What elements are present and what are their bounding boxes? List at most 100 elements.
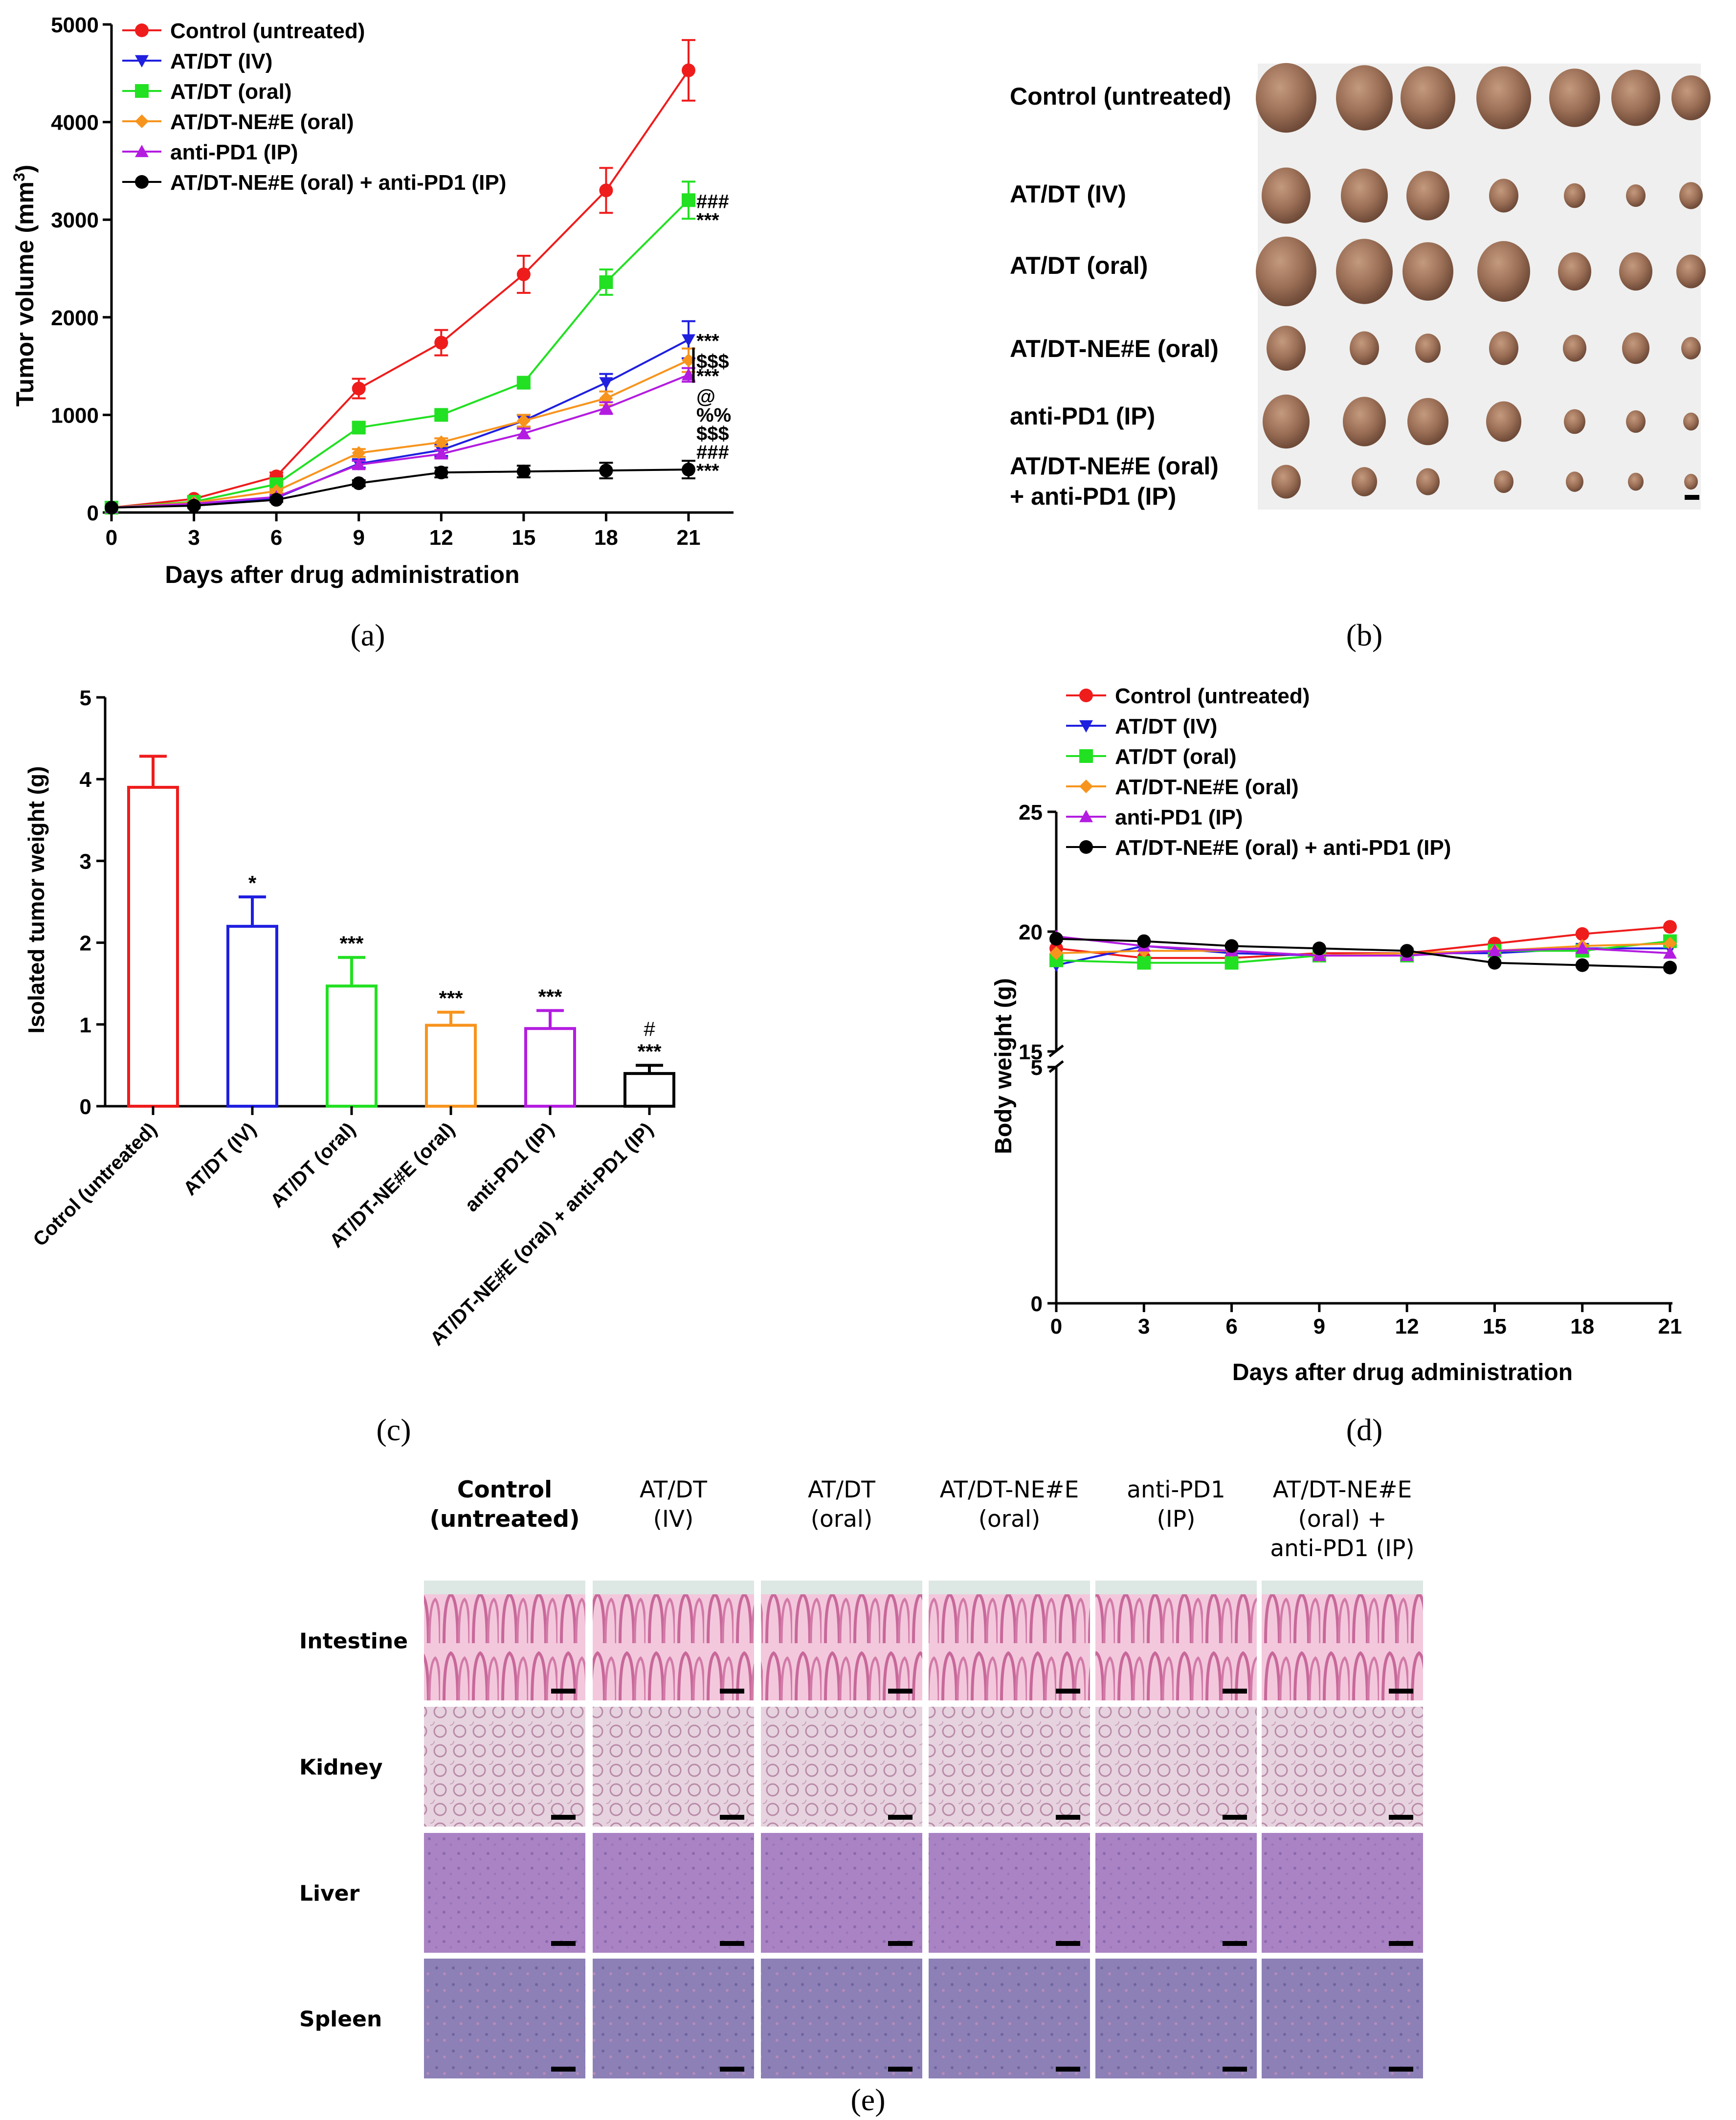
- significance-mark: ***: [696, 209, 719, 231]
- data-point: [1049, 932, 1063, 946]
- x-tick-label: 18: [594, 526, 618, 550]
- data-point: [352, 458, 366, 470]
- histology-lumen: [1262, 1581, 1423, 1594]
- histology-image: [1095, 1959, 1257, 2078]
- y-tick-label: 0: [80, 1095, 91, 1119]
- data-point: [599, 183, 613, 198]
- legend-label: AT/DT-NE#E (oral) + anti-PD1 (IP): [1115, 836, 1451, 860]
- photo-label-control: Control (untreated): [1010, 83, 1231, 110]
- chart-a-xlabel: Days after drug administration: [165, 561, 519, 588]
- data-point: [352, 446, 366, 460]
- tumor-photo-panel: Control (untreated) AT/DT (IV) AT/DT (or…: [1010, 63, 1711, 510]
- chart-d-axes: 15 20 25 0 5 0 3 6 9 12 15 18 21: [1019, 801, 1682, 1339]
- histology-row-label: Kidney: [299, 1755, 383, 1780]
- x-tick-label: 9: [353, 526, 364, 550]
- chart-a-series: [105, 39, 695, 515]
- data-point: [352, 381, 366, 396]
- chart-d-ylabel: Body weight (g): [991, 978, 1017, 1154]
- histology-image: [1262, 1959, 1423, 2078]
- photo-label-combo-line2: + anti-PD1 (IP): [1010, 483, 1176, 510]
- histology-image: [593, 1707, 754, 1827]
- data-point: [434, 447, 448, 460]
- data-point: [1575, 941, 1589, 954]
- significance-mark: ***: [339, 932, 364, 955]
- y-tick-label: 5: [1031, 1056, 1043, 1080]
- significance-mark: $$$: [696, 423, 729, 445]
- histology-image: [424, 1581, 585, 1700]
- legend-marker: [1079, 689, 1093, 702]
- bar: [425, 1024, 477, 1108]
- histology-scale-bar: [551, 1689, 576, 1694]
- significance-mark: $$$: [696, 351, 729, 373]
- histology-scale-bar: [1056, 1815, 1080, 1820]
- significance-mark: ***: [696, 366, 719, 387]
- histology-image: [761, 1959, 922, 2078]
- data-point: [187, 499, 201, 513]
- y-tick-label: 2: [80, 932, 91, 956]
- bar: [127, 785, 179, 1108]
- y-tick-label: 4: [80, 768, 92, 792]
- histology-column-header: (oral) +: [1298, 1506, 1387, 1533]
- body-weight-chart: 15 20 25 0 5 0 3 6 9 12 15 18 21 Control (untreated)…: [991, 684, 1682, 1385]
- significance-mark: ***: [696, 460, 719, 482]
- histology-scale-bar: [888, 2067, 913, 2072]
- significance-mark: @: [696, 386, 715, 407]
- data-point: [1663, 960, 1677, 975]
- significance-mark: ***: [637, 1040, 662, 1063]
- histology-scale-bar: [1056, 2067, 1080, 2072]
- histology-lumen: [593, 1581, 754, 1594]
- tumor-specimen: [1401, 66, 1455, 130]
- tumor-specimen: [1407, 398, 1448, 446]
- data-point: [1400, 944, 1414, 958]
- x-tick-label: 15: [512, 526, 535, 550]
- data-point: [1575, 958, 1589, 972]
- panel-label-b: (b): [1346, 618, 1383, 652]
- chart-a-ylabel: Tumor volume (mm3): [10, 165, 39, 407]
- data-point: [1224, 956, 1239, 970]
- tumor-volume-chart: 0 1000 2000 3000 4000 5000 0 3 6 9 12 15 18 21 Contro…: [10, 13, 734, 588]
- panel-label-d: (d): [1346, 1412, 1383, 1447]
- legend-marker: [135, 23, 149, 37]
- tumor-specimen: [1402, 242, 1453, 301]
- data-point: [599, 377, 613, 390]
- x-tick-label: 0: [106, 526, 117, 550]
- bar: [326, 984, 378, 1108]
- x-tick-label: 9: [1313, 1315, 1325, 1339]
- histology-scale-bar: [888, 1941, 913, 1946]
- legend-marker: [1079, 840, 1093, 854]
- significance-mark: *: [248, 871, 257, 894]
- x-tick-label: 12: [429, 526, 453, 550]
- y-tick-label: 0: [1031, 1292, 1043, 1316]
- data-point: [434, 335, 448, 350]
- histology-lumen: [761, 1581, 922, 1594]
- data-point: [516, 414, 531, 428]
- histology-column-header: Control: [457, 1476, 552, 1503]
- histology-image: [1095, 1581, 1257, 1700]
- tumor-specimen: [1684, 473, 1698, 490]
- data-point: [434, 435, 448, 449]
- y-tick-label: 2000: [51, 306, 99, 330]
- histology-row-label: Liver: [299, 1881, 360, 1906]
- y-tick-label: 15: [1019, 1040, 1043, 1064]
- data-point: [516, 376, 531, 390]
- tumor-photo: [1256, 63, 1711, 499]
- tumor-specimen: [1489, 331, 1518, 365]
- histology-row-labels: Intestine Kidney Liver Spleen: [299, 1629, 408, 2032]
- significance-mark: %%: [696, 404, 731, 426]
- data-point: [1663, 946, 1677, 959]
- legend-marker: [1079, 780, 1093, 793]
- tumor-specimen: [1350, 331, 1379, 365]
- histology-panel: Control (untreated) AT/DT (IV) AT/DT (oral) AT…: [299, 1476, 1423, 2078]
- series-line: [111, 469, 689, 509]
- x-tick-label: AT/DT (oral): [267, 1118, 360, 1212]
- scale-bar: [1685, 495, 1699, 500]
- data-point: [1137, 956, 1151, 970]
- histology-image: [1095, 1707, 1257, 1827]
- histology-scale-bar: [720, 1815, 744, 1820]
- data-point: [1312, 941, 1326, 956]
- histology-scale-bar: [1389, 1941, 1413, 1946]
- x-tick-label: 3: [188, 526, 200, 550]
- chart-d-xlabel: Days after drug administration: [1232, 1360, 1573, 1385]
- data-point: [105, 501, 118, 515]
- histology-column-header: anti-PD1: [1127, 1476, 1225, 1503]
